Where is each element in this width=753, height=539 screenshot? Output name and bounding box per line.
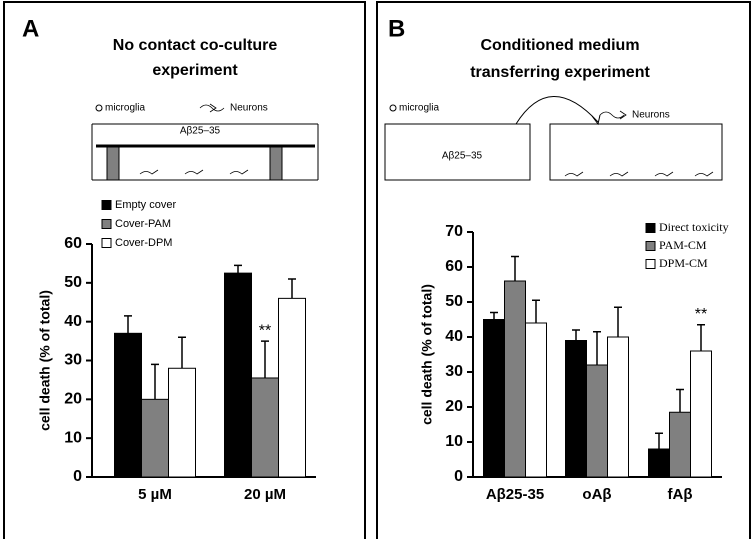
bar bbox=[483, 319, 505, 478]
error-bar bbox=[261, 340, 269, 378]
y-tick-label: 0 bbox=[73, 468, 82, 485]
y-tick-label: 50 bbox=[64, 274, 82, 291]
x-tick-label: 20 µM bbox=[244, 486, 286, 503]
y-tick-label: 40 bbox=[64, 313, 82, 330]
panel-label: B bbox=[388, 15, 405, 42]
error-bar bbox=[532, 299, 540, 323]
chart-title: transferring experiment bbox=[470, 64, 650, 81]
y-tick-label: 70 bbox=[445, 223, 463, 240]
diagram-label: Aβ25–35 bbox=[442, 151, 483, 162]
bar bbox=[504, 280, 526, 478]
y-tick-label: 30 bbox=[445, 363, 463, 380]
diagram-a bbox=[91, 103, 319, 181]
error-bar bbox=[234, 264, 242, 274]
legend-swatch bbox=[645, 259, 656, 269]
bar bbox=[525, 322, 547, 478]
bar bbox=[669, 411, 691, 478]
chart-title: No contact co-culture bbox=[113, 37, 278, 54]
y-tick-label: 50 bbox=[445, 293, 463, 310]
bar bbox=[565, 340, 587, 478]
y-tick-label: 10 bbox=[445, 433, 463, 450]
diagram-label: Neurons bbox=[230, 103, 268, 114]
x-tick-label: Aβ25-35 bbox=[486, 486, 544, 503]
bar bbox=[690, 350, 712, 478]
panel-frame bbox=[376, 1, 751, 539]
error-bar bbox=[614, 306, 622, 337]
y-tick-label: 0 bbox=[454, 468, 463, 485]
y-tick-label: 20 bbox=[445, 398, 463, 415]
chart-panel: A No contact co-culture experiment microgli… bbox=[22, 15, 316, 503]
diagram-label: Neurons bbox=[632, 110, 670, 121]
error-bar bbox=[151, 363, 159, 400]
panel-frame bbox=[3, 1, 366, 539]
y-tick-label: 60 bbox=[445, 258, 463, 275]
chart-title: experiment bbox=[152, 62, 238, 79]
bar bbox=[168, 367, 196, 478]
bar bbox=[586, 364, 608, 478]
panel-label: A bbox=[22, 15, 39, 42]
x-tick-label: 5 µM bbox=[138, 486, 172, 503]
y-axis-label: cell death (% of total) bbox=[419, 284, 435, 425]
diagram-label: Aβ25–35 bbox=[180, 126, 221, 137]
error-bar bbox=[511, 255, 519, 281]
error-bar bbox=[593, 331, 601, 365]
error-bar bbox=[572, 329, 580, 341]
y-tick-label: 10 bbox=[64, 429, 82, 446]
y-tick-label: 60 bbox=[64, 235, 82, 252]
error-bar bbox=[124, 315, 132, 334]
bar bbox=[224, 272, 252, 478]
x-tick-label: fAβ bbox=[668, 486, 693, 503]
y-tick-label: 40 bbox=[445, 328, 463, 345]
annotation: ** bbox=[259, 322, 271, 339]
y-tick-label: 30 bbox=[64, 352, 82, 369]
legend-label: Cover-DPM bbox=[115, 237, 172, 249]
legend-swatch bbox=[101, 200, 112, 210]
y-axis-label: cell death (% of total) bbox=[37, 290, 53, 431]
bar bbox=[251, 377, 279, 478]
legend-swatch bbox=[645, 223, 656, 233]
legend-swatch bbox=[101, 219, 112, 229]
legend-label: PAM-CM bbox=[659, 238, 707, 252]
diagram-label: microglia bbox=[105, 103, 145, 114]
error-bar bbox=[178, 336, 186, 369]
chart-title: Conditioned medium bbox=[480, 37, 639, 54]
error-bar bbox=[697, 324, 705, 351]
error-bar bbox=[288, 278, 296, 299]
legend-label: Direct toxicity bbox=[659, 220, 729, 234]
legend-label: DPM-CM bbox=[659, 256, 708, 270]
y-tick-label: 20 bbox=[64, 391, 82, 408]
diagram-label: microglia bbox=[399, 103, 439, 114]
diagram-b bbox=[384, 96, 723, 181]
bar bbox=[607, 336, 629, 478]
error-bar bbox=[490, 311, 498, 320]
annotation: ** bbox=[695, 306, 707, 323]
legend-swatch bbox=[101, 238, 112, 248]
legend-label: Cover-PAM bbox=[115, 218, 171, 230]
chart-panel: B Conditioned medium transferring experime… bbox=[388, 15, 729, 503]
error-bar bbox=[655, 432, 663, 449]
x-tick-label: oAβ bbox=[582, 486, 611, 503]
legend-label: Empty cover bbox=[115, 199, 176, 211]
error-bar bbox=[676, 388, 684, 413]
bar bbox=[278, 297, 306, 478]
bar bbox=[114, 332, 142, 478]
bar bbox=[648, 448, 670, 478]
bar bbox=[141, 398, 169, 478]
legend-swatch bbox=[645, 241, 656, 251]
